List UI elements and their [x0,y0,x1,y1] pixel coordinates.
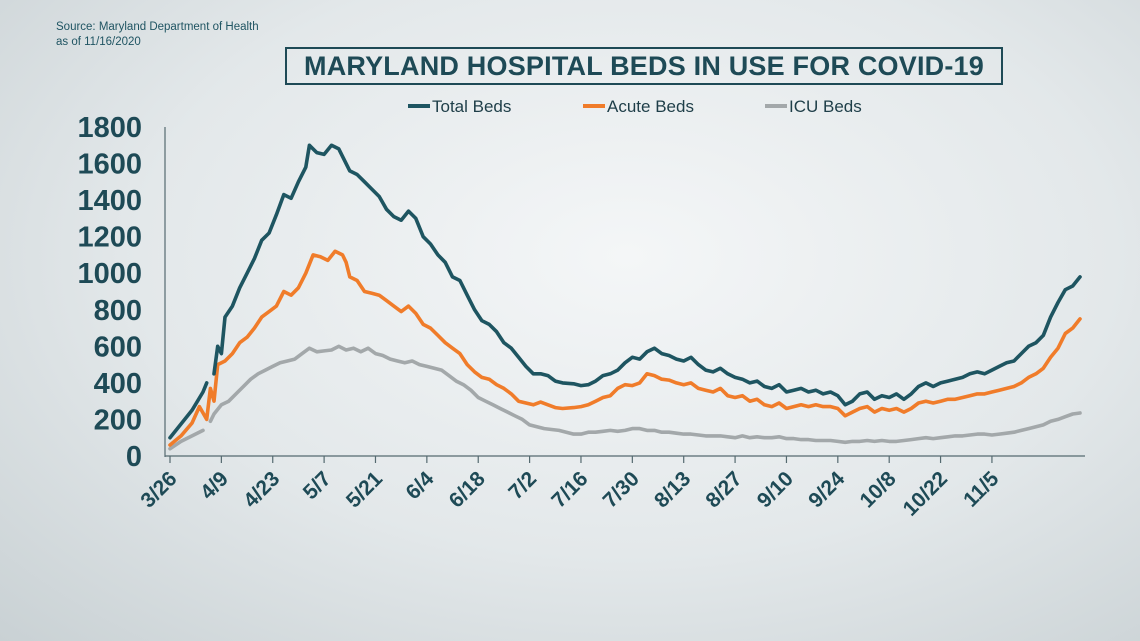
series-line-icu-beds [168,344,1082,451]
x-tick-label: 5/7 [299,467,336,504]
x-tick-label: 6/4 [401,467,438,504]
y-axis-ticks: 0 200 400 600 800 1000 1200 1400 1600 1800 [77,112,142,473]
x-tick-label: 8/13 [650,467,695,512]
y-tick-label: 0 [126,441,142,473]
x-tick-label: 9/10 [753,467,798,512]
x-tick-label: 7/16 [547,467,592,512]
y-tick-label: 1200 [77,222,142,254]
x-tick-label: 4/9 [196,467,233,504]
x-tick-label: 8/27 [701,467,746,512]
y-tick-label: 600 [94,331,142,363]
source-line-1: Source: Maryland Department of Health [56,21,259,33]
source-line-2: as of 11/16/2020 [56,36,141,48]
x-tick-label: 7/30 [599,467,644,512]
x-tick-label: 9/24 [804,467,849,512]
legend-label-total-beds: Total Beds [432,97,511,116]
x-tick-label: 10/8 [856,467,901,512]
x-tick-label: 5/21 [342,467,387,512]
series-lines [168,143,1082,451]
y-tick-label: 1600 [77,149,142,181]
x-tick-label: 4/23 [239,467,284,512]
series-line-total-beds [168,143,1082,440]
y-tick-label: 1800 [77,112,142,144]
x-tick-label: 6/18 [445,467,490,512]
x-tick-label: 10/22 [899,467,952,520]
series-line-acute-beds [168,249,1082,447]
axes [164,127,1085,457]
source-note: Source: Maryland Department of Health as… [56,20,259,50]
chart-title: MARYLAND HOSPITAL BEDS IN USE FOR COVID-… [285,47,1003,85]
y-tick-label: 1400 [77,185,142,217]
x-tick-label: 3/26 [136,467,181,512]
x-tick-label: 11/5 [959,467,1004,512]
legend-label-icu-beds: ICU Beds [789,97,862,116]
legend-label-acute-beds: Acute Beds [607,97,694,116]
y-tick-label: 800 [94,295,142,327]
x-axis-ticks: 3/26 4/9 4/23 5/7 5/21 6/4 6/18 7/2 7/16 7/30 8/13… [136,456,1004,521]
y-tick-label: 200 [94,404,142,436]
y-tick-label: 400 [94,368,142,400]
y-tick-label: 1000 [77,258,142,290]
legend: Total Beds Acute Beds ICU Beds [408,97,862,116]
x-tick-label: 7/2 [504,467,541,504]
